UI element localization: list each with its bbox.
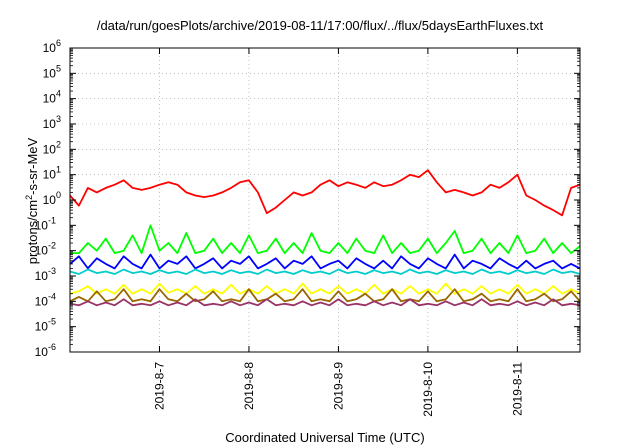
x-tick-label: 2019-8-7 [152,362,166,410]
x-tick-label: 2019-8-8 [242,362,256,410]
y-tick-label-exp: -6 [48,342,56,352]
y-tick-label: 103 [43,114,61,131]
y-tick-label: 10-6 [35,342,56,359]
y-tick-label-exp: -1 [48,215,56,225]
series-line [69,253,581,270]
y-tick-label: 10-2 [35,241,56,258]
series-line [69,288,581,303]
y-tick-label: 106 [43,38,61,55]
series-line [69,268,581,275]
y-tick-label: 10-3 [35,266,56,283]
y-tick-label: 104 [43,89,61,106]
series-line [69,282,581,295]
y-tick-label: 10-5 [35,317,56,334]
y-tick-label-exp: 0 [56,190,61,200]
y-tick-label-exp: 2 [56,139,61,149]
y-tick-label: 10-4 [35,291,56,308]
y-axis: 10-610-510-410-310-210-11001011021031041… [35,38,580,359]
y-tick-label: 105 [43,63,61,80]
y-tick-label-exp: 4 [56,89,61,99]
series-line [69,169,581,217]
y-tick-label: 102 [43,139,61,156]
series-line [69,298,581,307]
x-tick-label: 2019-8-11 [510,362,524,416]
series-line [70,224,581,255]
y-tick-label-exp: 1 [56,165,61,175]
x-axis: 2019-8-7 2019-8-8 2019-8-9 2019-8-10 2019-8-… [152,48,524,417]
data-series [69,169,581,307]
y-tick-label-exp: -2 [48,241,56,251]
y-tick-label-exp: -5 [48,317,56,327]
x-tick-label: 2019-8-9 [331,362,345,410]
x-axis-label: Coordinated Universal Time (UTC) [225,430,425,445]
grid-lines [70,48,580,352]
y-tick-label-exp: -4 [48,291,56,301]
x-tick-label: 2019-8-10 [421,362,435,417]
y-tick-label-exp: -3 [48,266,56,276]
y-tick-label: 100 [43,190,61,207]
y-tick-label-exp: 6 [56,38,61,48]
y-tick-label: 10-1 [35,215,56,232]
y-tick-label: 101 [43,165,61,182]
chart-title: /data/run/goesPlots/archive/2019-08-11/1… [96,18,544,33]
y-tick-label-exp: 3 [56,114,61,124]
y-tick-label-exp: 5 [56,63,61,73]
plot-frame [69,47,581,353]
